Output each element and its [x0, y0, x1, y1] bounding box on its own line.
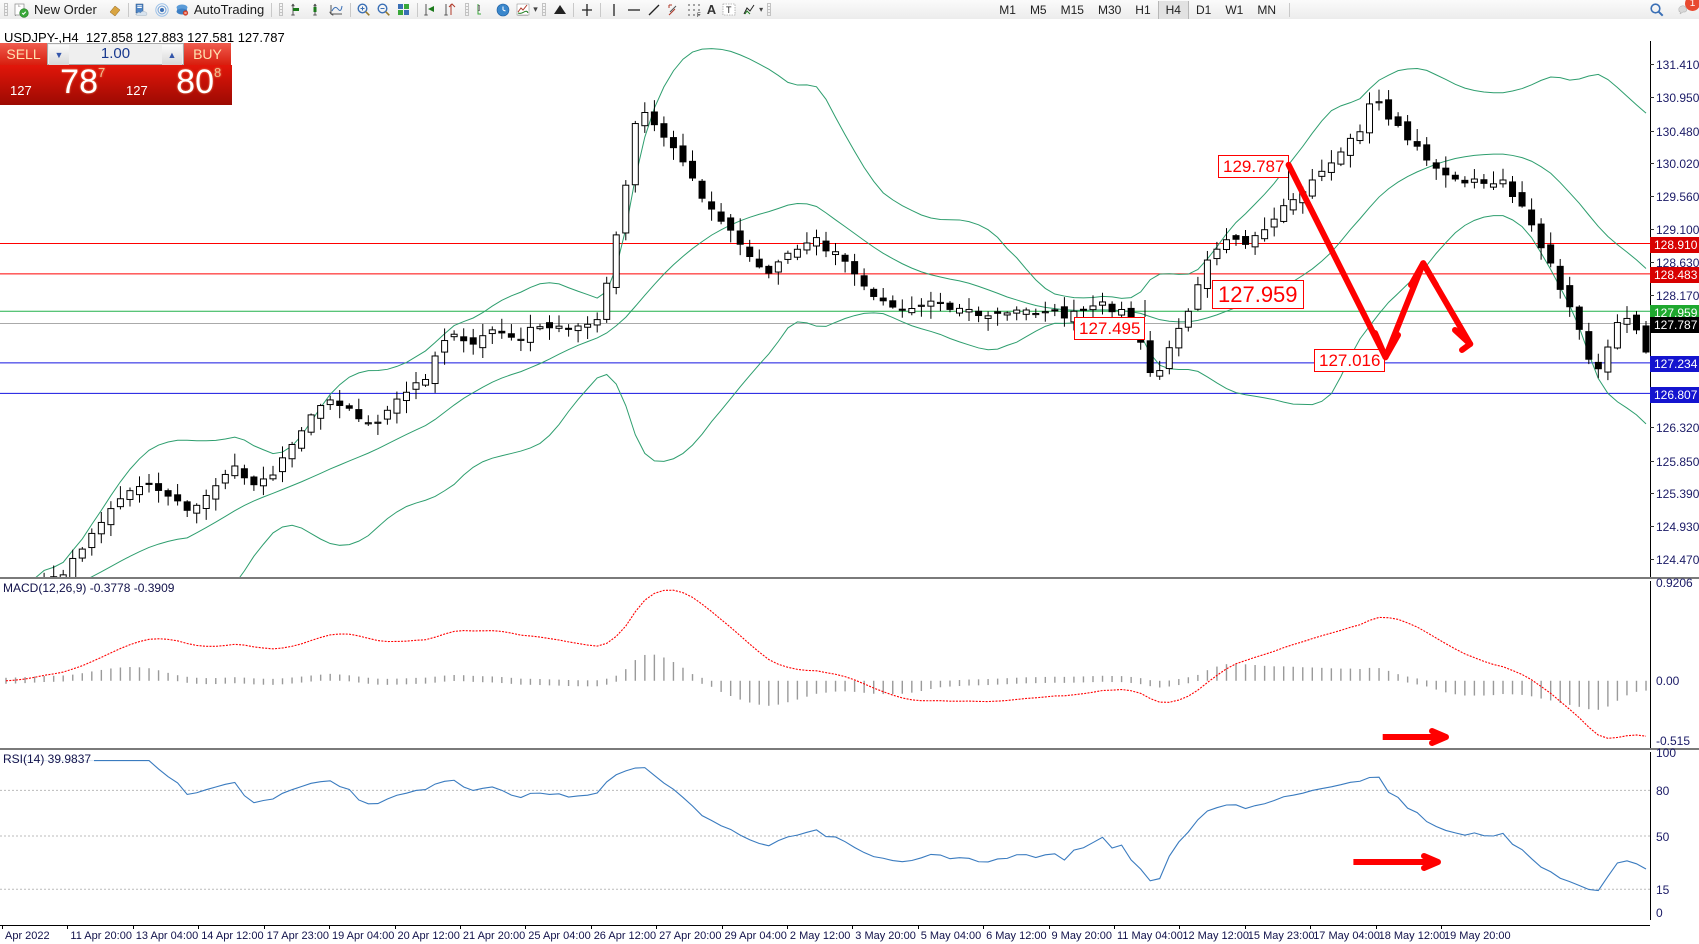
svg-text:T: T — [726, 5, 732, 15]
svg-text:F: F — [697, 13, 701, 18]
